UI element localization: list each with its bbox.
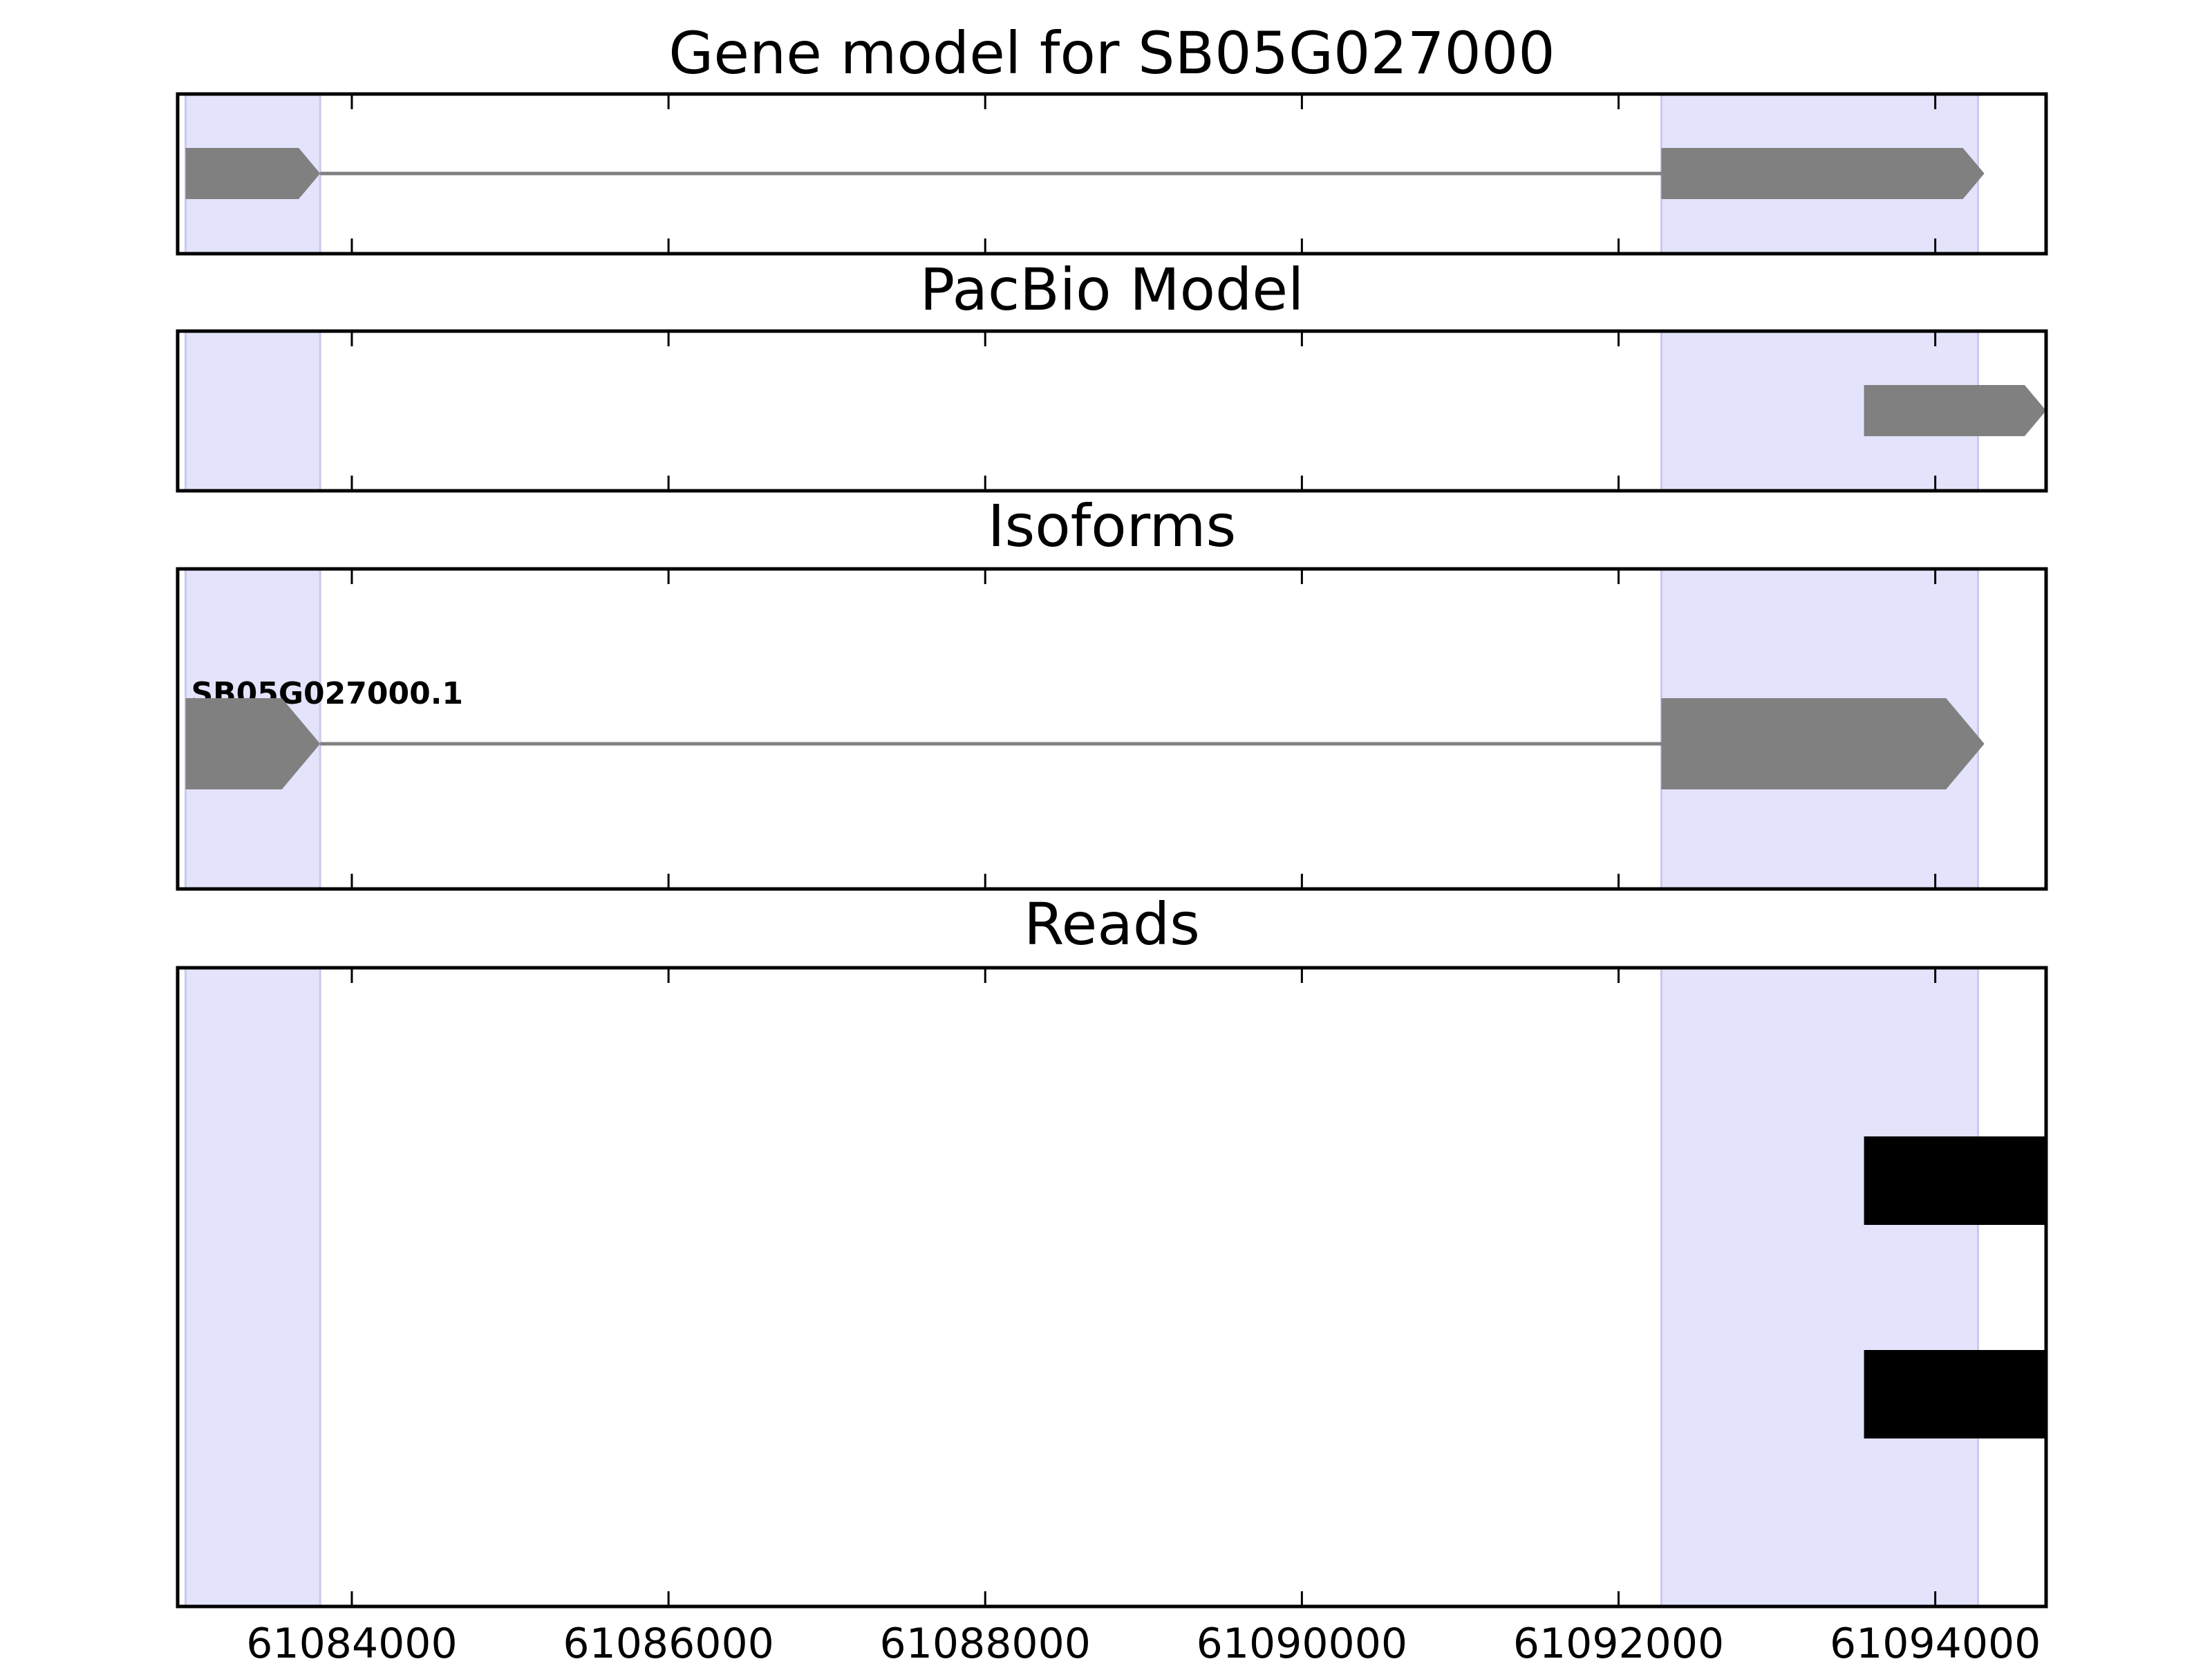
panel-frame — [176, 92, 2048, 256]
panel-isoforms: Isoforms SB05G027000.1 — [176, 492, 2048, 891]
x-tick-label: 61092000 — [1513, 1620, 1724, 1659]
exon-1 — [1661, 148, 1985, 199]
exon-1 — [1661, 698, 1985, 789]
x-axis: 61084000 61086000 61088000 61090000 61092000… — [246, 1620, 2041, 1659]
exon-highlight-1 — [1660, 966, 1980, 1608]
x-tick-label: 61088000 — [880, 1620, 1091, 1659]
x-tick-label: 61094000 — [1830, 1620, 2041, 1659]
exon-highlight-0 — [184, 330, 321, 492]
panel-frame — [176, 329, 2048, 493]
panel-title-reads: Reads — [1024, 890, 1200, 958]
panel-title-isoforms: Isoforms — [988, 492, 1237, 560]
exon-0 — [1864, 385, 2046, 436]
x-tick-label: 61086000 — [563, 1620, 774, 1659]
read-1 — [1864, 1350, 2045, 1438]
x-tick-label: 61090000 — [1197, 1620, 1407, 1659]
exon-0 — [185, 698, 321, 789]
x-tick-label: 61084000 — [246, 1620, 457, 1659]
panel-pacbio-model: PacBio Model — [176, 256, 2048, 493]
panel-reads: Reads — [176, 890, 2048, 1609]
read-0 — [1864, 1136, 2045, 1225]
exon-0 — [185, 148, 321, 199]
panel-gene-model: Gene model for SB05G027000 — [176, 19, 2048, 256]
exon-highlight-0 — [184, 966, 321, 1608]
panel-frame — [176, 966, 2048, 1609]
panel-title-pacbio-model: PacBio Model — [920, 256, 1304, 324]
panel-title-gene-model: Gene model for SB05G027000 — [668, 19, 1555, 87]
panel-frame — [176, 567, 2048, 891]
